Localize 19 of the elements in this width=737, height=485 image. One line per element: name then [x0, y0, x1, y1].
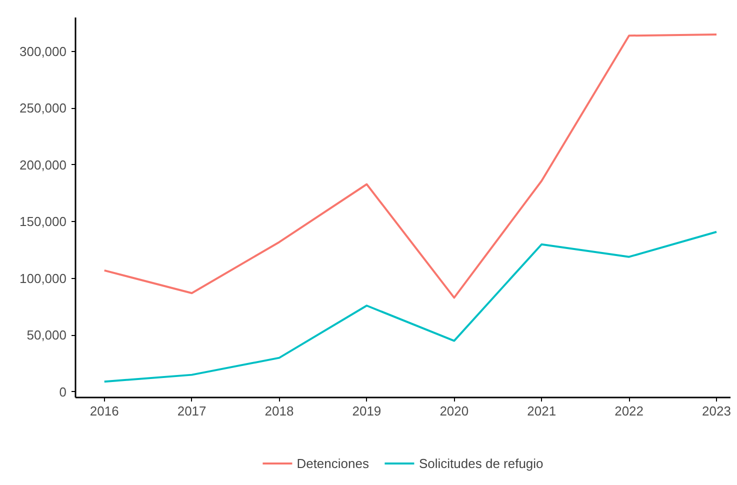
y-tick-label: 200,000 [20, 157, 67, 172]
legend-label: Detenciones [296, 456, 369, 471]
y-tick-label: 150,000 [20, 214, 67, 230]
x-tick-label: 2018 [264, 404, 294, 418]
line-series [103, 34, 718, 299]
x-tick-label: 2019 [352, 404, 382, 418]
y-tick-label: 100,000 [20, 270, 67, 286]
y-tick-label: 0 [59, 384, 67, 400]
line-series [103, 230, 718, 383]
x-tick-label: 2023 [702, 404, 731, 418]
legend-label: Solicitudes de refugio [418, 456, 544, 471]
y-tick-label: 250,000 [20, 100, 67, 116]
x-tick-label: 2021 [527, 404, 556, 418]
x-tick-label: 2022 [614, 404, 644, 418]
x-tick-label: 2020 [440, 404, 469, 418]
y-tick-label: 50,000 [26, 328, 67, 343]
y-tick-label: 300,000 [20, 44, 67, 60]
x-tick-label: 2017 [177, 404, 206, 418]
x-tick-label: 2016 [90, 404, 119, 418]
